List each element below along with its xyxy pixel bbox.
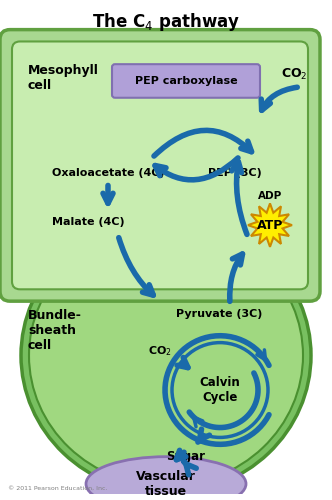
Text: Pyruvate (3C): Pyruvate (3C) [176,309,262,319]
Text: Malate (4C): Malate (4C) [52,217,124,227]
FancyBboxPatch shape [112,64,260,98]
Text: Calvin
Cycle: Calvin Cycle [200,376,240,404]
Text: PEP (3C): PEP (3C) [208,168,262,178]
Text: Sugar: Sugar [167,450,206,462]
Text: The C$_4$ pathway: The C$_4$ pathway [92,10,240,32]
Text: ADP: ADP [258,190,282,200]
Text: Mesophyll
cell: Mesophyll cell [28,64,99,92]
Ellipse shape [86,456,246,500]
Text: Vascular
tissue: Vascular tissue [136,470,196,498]
Text: CO$_2$: CO$_2$ [282,67,308,82]
FancyBboxPatch shape [12,42,308,290]
Circle shape [172,342,268,438]
Text: Bundle-
sheath
cell: Bundle- sheath cell [28,310,82,352]
Text: Oxaloacetate (4C): Oxaloacetate (4C) [52,168,165,178]
Ellipse shape [29,225,303,486]
Polygon shape [248,204,292,247]
FancyBboxPatch shape [0,30,320,301]
Ellipse shape [21,217,311,493]
Text: © 2011 Pearson Education, Inc.: © 2011 Pearson Education, Inc. [8,486,108,490]
Text: ATP: ATP [257,218,283,232]
Text: CO$_2$: CO$_2$ [148,344,172,358]
Text: PEP carboxylase: PEP carboxylase [135,76,237,86]
